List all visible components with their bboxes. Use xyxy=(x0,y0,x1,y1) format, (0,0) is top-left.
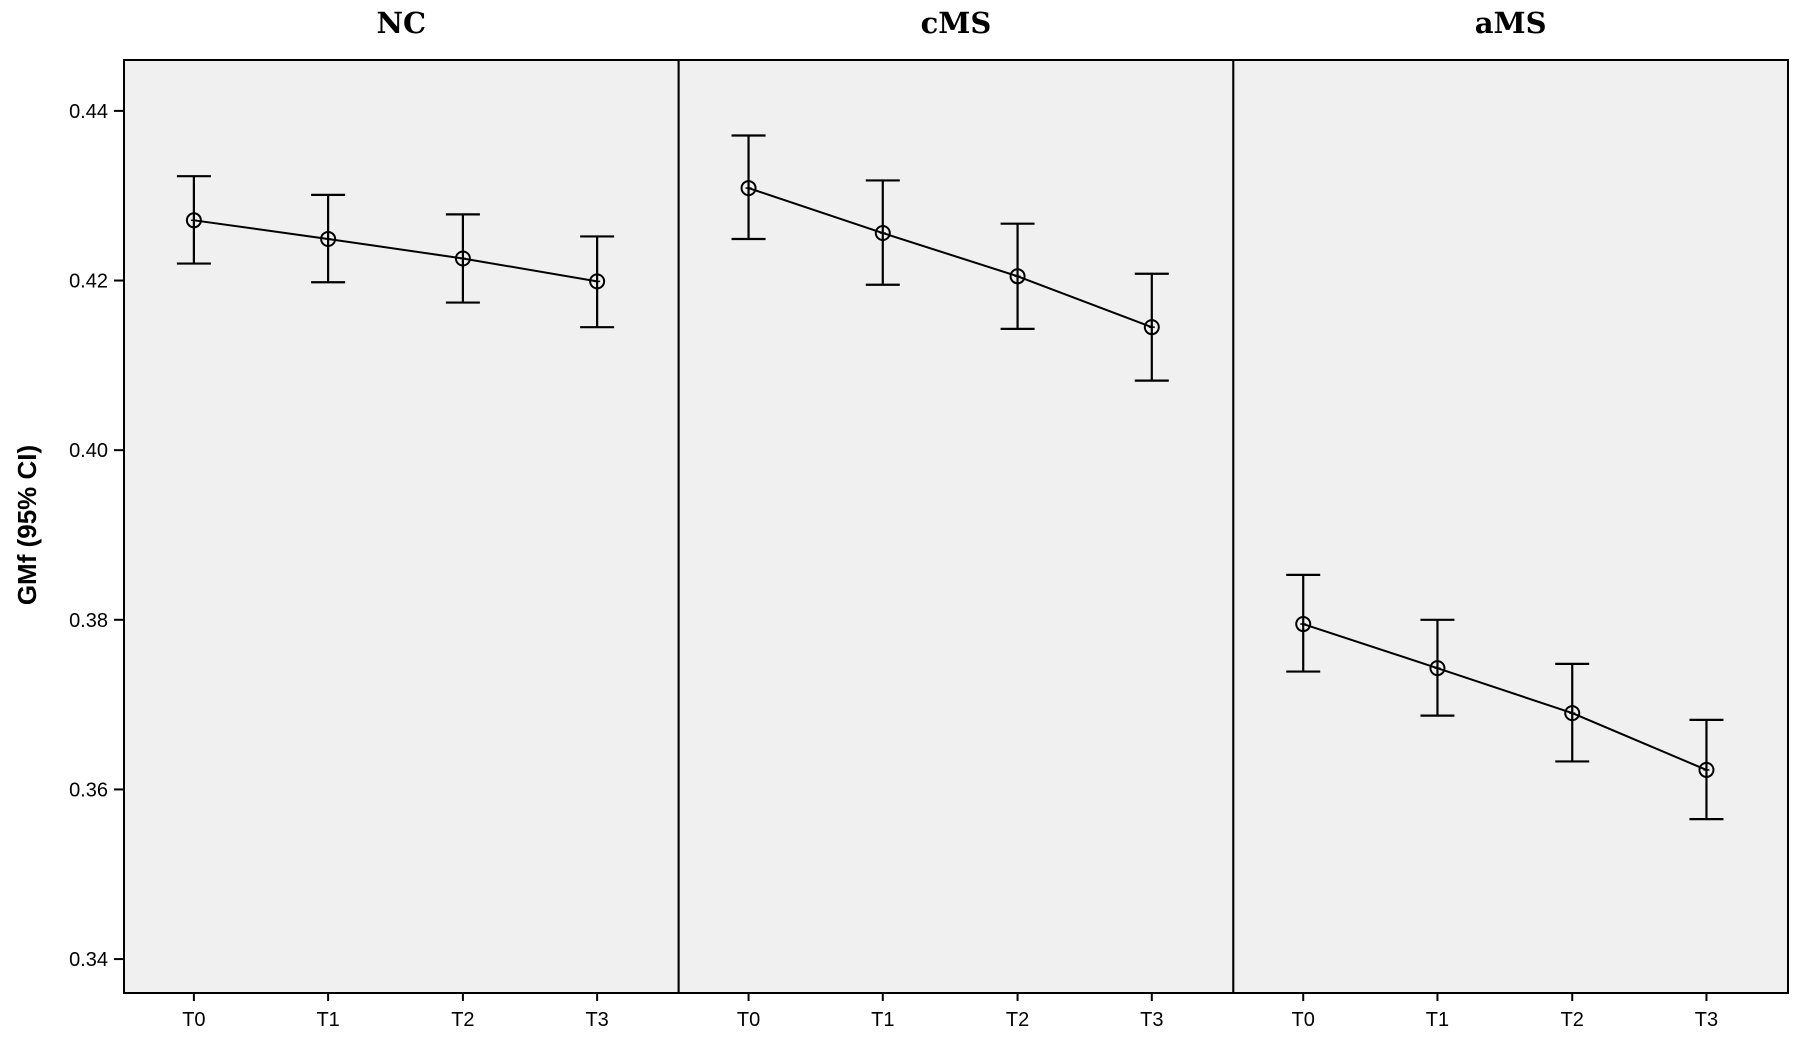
x-tick-label: T2 xyxy=(1006,1009,1029,1031)
data-point xyxy=(1698,761,1715,778)
data-point xyxy=(874,225,891,242)
panel-NC: NC xyxy=(123,6,680,994)
y-tick-label: 0.38 xyxy=(69,610,108,632)
panel-title: cMS xyxy=(921,6,992,40)
data-point xyxy=(1564,705,1581,722)
panel-cMS: cMS xyxy=(677,6,1235,994)
x-tick-label: T1 xyxy=(1426,1009,1449,1031)
panel-title: aMS xyxy=(1475,6,1547,40)
y-tick-label: 0.44 xyxy=(69,101,108,123)
x-tick-label: T2 xyxy=(1561,1009,1584,1031)
x-tick-label: T0 xyxy=(1292,1009,1315,1031)
series-line xyxy=(748,187,1153,329)
error-bar xyxy=(1286,573,1321,673)
x-tick-label: T1 xyxy=(871,1009,894,1031)
y-axis-title: GMf (95% CI) xyxy=(12,445,42,605)
series-line xyxy=(1302,623,1707,771)
x-axis: T0 T1 T2 T3 T0 T1 T2 T3 T0 T1 T2 T3 xyxy=(182,993,1718,1031)
error-bar xyxy=(731,134,766,241)
data-point xyxy=(1295,616,1312,633)
x-tick-label: T3 xyxy=(1695,1009,1718,1031)
y-tick-label: 0.40 xyxy=(69,440,108,462)
panel-background xyxy=(677,59,1235,994)
y-tick-label: 0.42 xyxy=(69,271,108,293)
panel-title: NC xyxy=(377,6,427,40)
panel-aMS: aMS xyxy=(1232,6,1790,994)
x-tick-label: T1 xyxy=(316,1009,339,1031)
y-tick-label: 0.34 xyxy=(69,949,108,971)
panel-background xyxy=(1232,59,1790,994)
series-line xyxy=(193,219,598,283)
data-point xyxy=(1143,319,1160,336)
x-tick-label: T3 xyxy=(1140,1009,1163,1031)
x-tick-label: T0 xyxy=(737,1009,760,1031)
data-point xyxy=(185,212,202,229)
x-tick-label: T3 xyxy=(585,1009,608,1031)
data-point xyxy=(320,230,337,247)
x-tick-label: T0 xyxy=(182,1009,205,1031)
y-axis: 0.34 0.36 0.38 0.40 0.42 0.44 xyxy=(69,101,124,971)
x-tick-label: T2 xyxy=(451,1009,474,1031)
data-point xyxy=(1429,660,1446,677)
data-point xyxy=(589,273,606,290)
panel-background xyxy=(123,59,680,994)
data-point xyxy=(1009,268,1026,285)
data-point xyxy=(454,250,471,267)
data-point xyxy=(740,180,757,197)
panels: NC cMS aMS xyxy=(123,6,1790,994)
y-tick-label: 0.36 xyxy=(69,779,108,801)
